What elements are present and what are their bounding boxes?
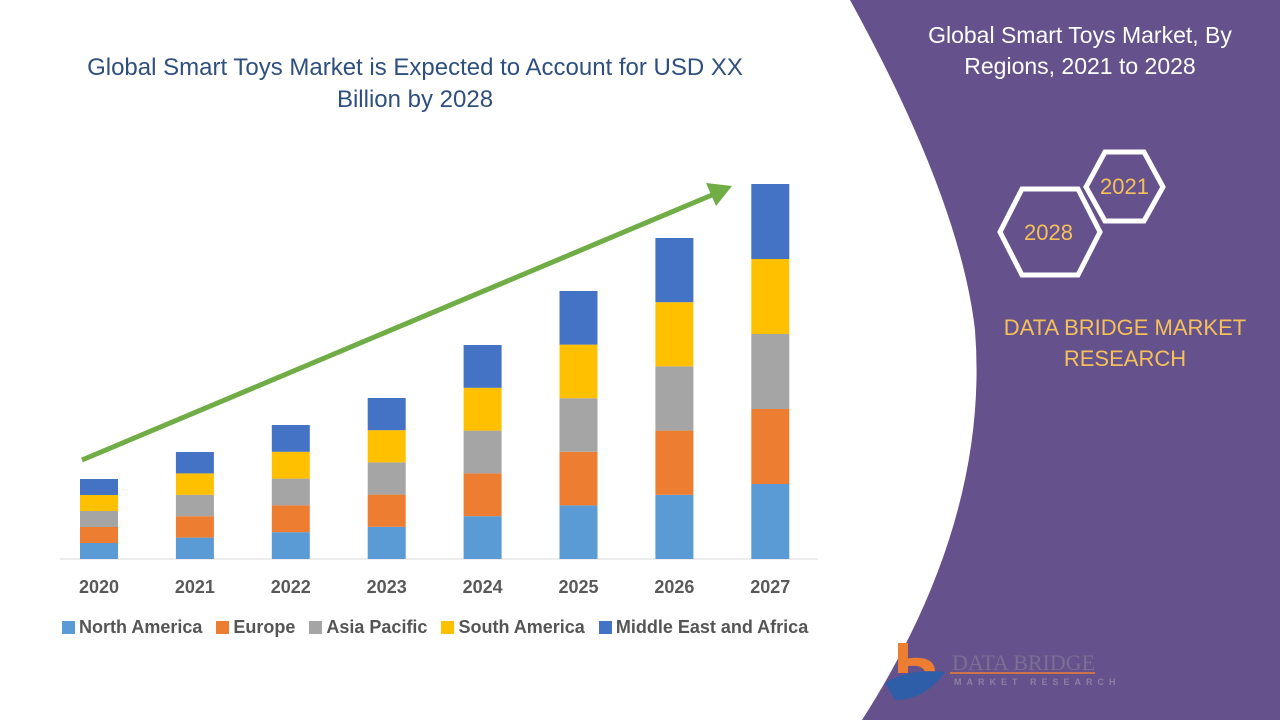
hex-label-2028: 2028 bbox=[1024, 220, 1073, 245]
legend-label: Europe bbox=[233, 617, 296, 637]
hexagon-2021 bbox=[1083, 149, 1166, 224]
bar-segment bbox=[271, 425, 310, 452]
bar-segment bbox=[80, 479, 118, 495]
bar-segment bbox=[463, 345, 502, 388]
legend-label: North America bbox=[79, 617, 203, 637]
legend-label: South America bbox=[458, 617, 585, 637]
bar-segment bbox=[655, 302, 694, 367]
brand-name: DATA BRIDGE MARKET RESEARCH bbox=[1003, 315, 1247, 371]
x-tick-label: 2027 bbox=[750, 577, 790, 597]
side-title: Global Smart Toys Market, By Regions, 20… bbox=[928, 22, 1232, 79]
legend-item: North America bbox=[62, 617, 202, 638]
legend-swatch bbox=[598, 621, 612, 634]
legend-item: Asia Pacific bbox=[309, 617, 427, 638]
bar-segment bbox=[175, 452, 214, 474]
side-panel bbox=[850, 0, 1280, 720]
hexagon-2028 bbox=[997, 186, 1103, 278]
x-tick-label: 2021 bbox=[175, 577, 215, 597]
bar-segment bbox=[367, 526, 406, 559]
bar-segment bbox=[175, 537, 214, 559]
bar-segment bbox=[175, 494, 214, 517]
bar-segment bbox=[751, 334, 790, 409]
bar-segment bbox=[271, 478, 310, 506]
bar-segment bbox=[367, 430, 406, 463]
legend-item: Europe bbox=[216, 617, 295, 638]
bar-segment bbox=[271, 532, 310, 559]
logo-subtext: MARKET RESEARCH bbox=[954, 677, 1121, 687]
bar-segment bbox=[80, 527, 118, 543]
x-tick-label: 2020 bbox=[79, 577, 119, 597]
chart-area: 2020 2021 2022 2023 2024 2025 2026 2027 bbox=[60, 183, 818, 597]
bar-segment bbox=[655, 494, 694, 559]
logo-text: DATA BRIDGE bbox=[952, 650, 1096, 675]
bar-segment bbox=[655, 366, 694, 431]
bar-segment bbox=[463, 430, 502, 474]
legend-item: Middle East and Africa bbox=[598, 617, 809, 638]
x-tick-label: 2022 bbox=[271, 577, 311, 597]
bar-segment bbox=[80, 511, 118, 527]
bar-segment bbox=[463, 516, 502, 559]
hex-label-2021: 2021 bbox=[1100, 174, 1149, 199]
bar-segment bbox=[559, 291, 598, 345]
bar-segment bbox=[655, 238, 694, 303]
legend-label: Asia Pacific bbox=[326, 617, 428, 637]
bar-segment bbox=[559, 505, 598, 559]
trend-arrow bbox=[81, 192, 713, 463]
bar-segment bbox=[751, 409, 790, 484]
arrow-head-icon bbox=[706, 183, 732, 206]
bar-segment bbox=[367, 398, 406, 431]
bar-segment bbox=[175, 516, 214, 538]
bar-segment bbox=[751, 184, 790, 259]
chart-title: Global Smart Toys Market is Expected to … bbox=[87, 54, 743, 113]
bar-segment bbox=[751, 484, 790, 559]
bar-segment bbox=[175, 473, 214, 495]
x-tick-label: 2025 bbox=[558, 577, 598, 597]
bar-segment bbox=[463, 473, 502, 517]
x-tick-label: 2026 bbox=[654, 577, 694, 597]
bar-segment bbox=[559, 344, 598, 399]
logo-icon bbox=[885, 643, 945, 700]
legend: North America Europe Asia Pacific South Ame… bbox=[62, 617, 808, 638]
bar-segment bbox=[367, 494, 406, 527]
legend-swatch bbox=[216, 621, 230, 634]
bar-segment bbox=[80, 495, 118, 511]
bar-segment bbox=[367, 462, 406, 495]
legend-item: South America bbox=[441, 617, 585, 638]
bar-segment bbox=[271, 451, 310, 479]
bar-segment bbox=[751, 259, 790, 334]
legend-swatch bbox=[441, 621, 455, 634]
bar-segment bbox=[655, 430, 694, 495]
bar-segment bbox=[463, 387, 502, 431]
legend-swatch bbox=[309, 621, 323, 634]
bar-segment bbox=[271, 505, 310, 533]
bar-segment bbox=[559, 398, 598, 452]
x-tick-label: 2023 bbox=[367, 577, 407, 597]
bar-segment bbox=[80, 543, 118, 559]
legend-swatch bbox=[62, 621, 75, 634]
bar-segment bbox=[559, 451, 598, 506]
x-tick-label: 2024 bbox=[463, 577, 503, 597]
legend-label: Middle East and Africa bbox=[615, 617, 809, 637]
